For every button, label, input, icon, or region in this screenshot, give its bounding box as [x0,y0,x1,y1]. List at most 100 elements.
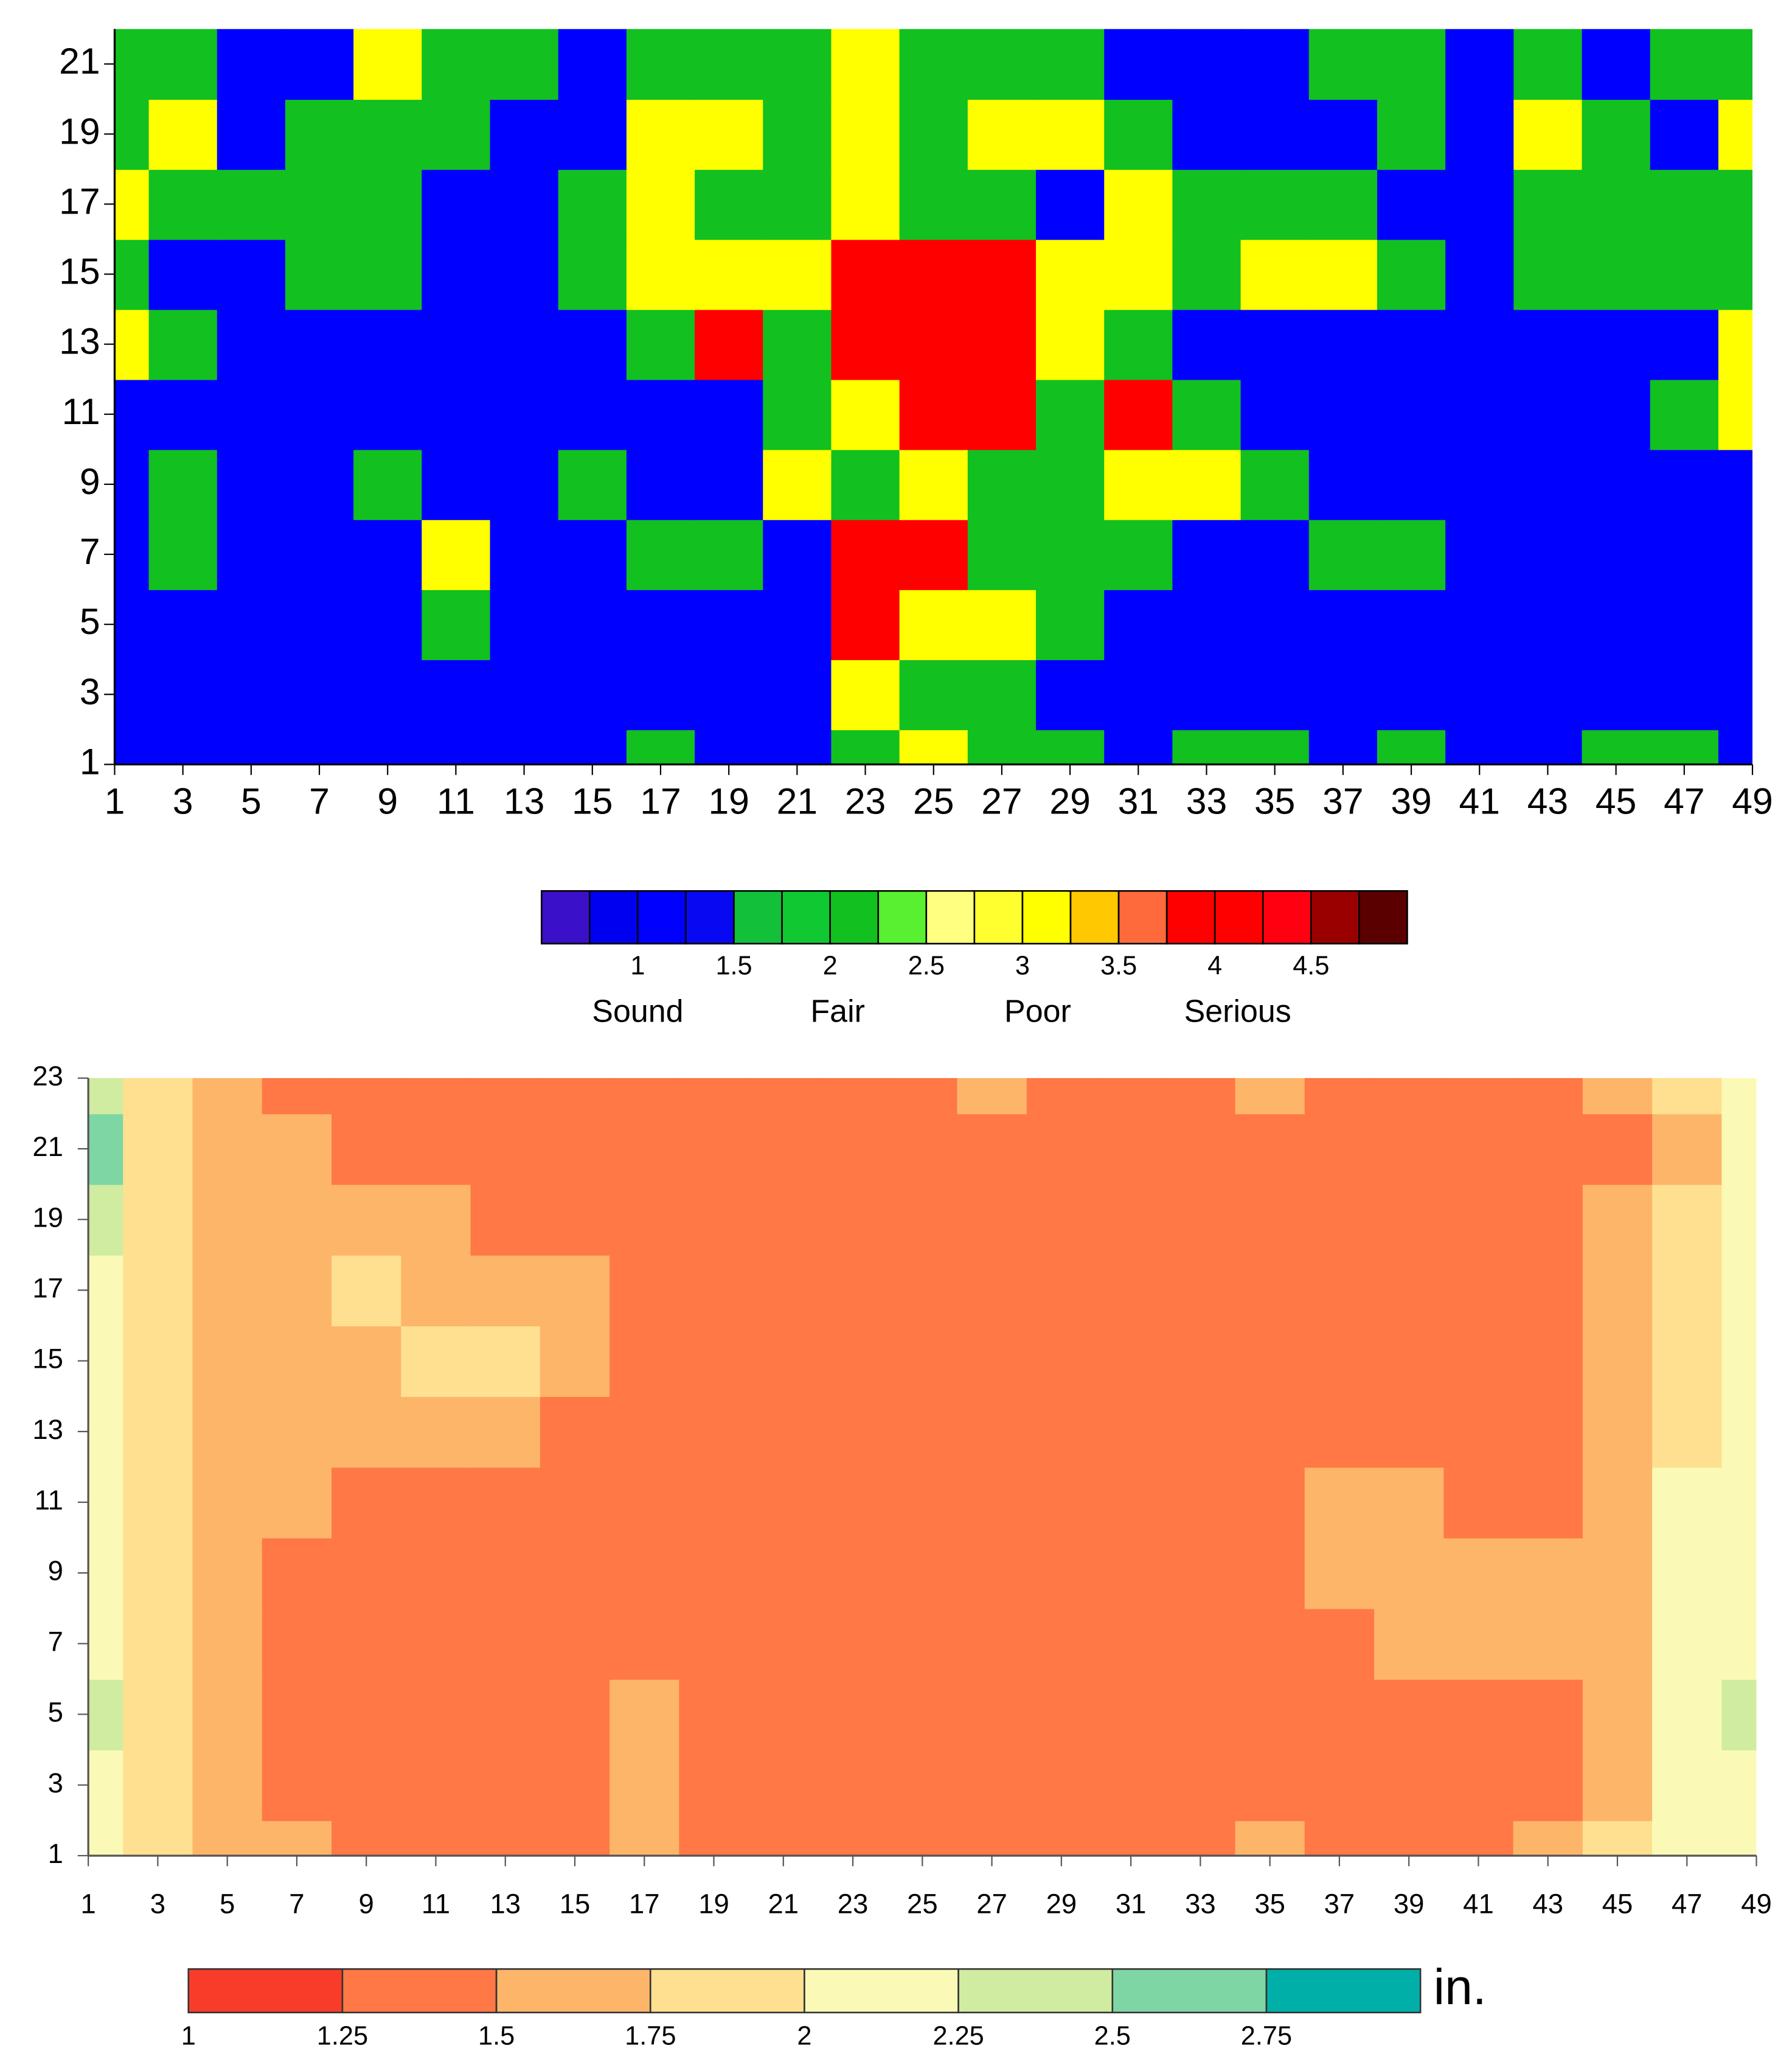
contour-cell [1240,519,1310,590]
contour-cell [262,1749,333,1822]
contour-cell [1582,1184,1653,1256]
contour-cell [1165,1466,1236,1539]
contour-cell [470,1078,541,1115]
contour-cell [470,1466,541,1539]
colorbar-swatch [1165,890,1216,945]
contour-cell [262,1466,333,1539]
contour-cell [490,659,559,731]
contour-cell [679,1396,749,1468]
y-tick-label: 1 [48,1838,63,1869]
contour-cell [626,589,696,661]
contour-cell [609,1466,680,1539]
contour-cell [422,729,491,765]
plot-area [88,1078,1757,1856]
colorbar-tick-label: 1.5 [715,951,752,980]
contour-cell [899,29,969,100]
contour-cell [558,239,628,310]
colorbar-swatch [1265,1968,1422,2014]
contour-cell [1513,1184,1584,1256]
contour-cell [217,449,287,520]
colorbar-swatch [925,890,976,945]
colorbar-category: Sound [592,994,683,1029]
contour-cell [285,449,355,520]
contour-cell [192,1749,263,1822]
contour-cell [470,1749,541,1822]
contour-cell [763,519,832,590]
contour-cell [123,1820,193,1856]
contour-cell [490,449,559,520]
contour-cell [957,1820,1028,1856]
y-tick-label: 13 [32,1414,63,1445]
contour-cell [1026,1325,1097,1398]
contour-cell [957,1608,1028,1680]
contour-cell [422,449,491,520]
colorbar-category: Fair [810,994,865,1029]
contour-cell [1650,169,1720,240]
contour-cell [1096,1113,1167,1185]
contour-cell [1308,519,1378,590]
contour-cell [1374,1679,1445,1750]
contour-cell [1650,449,1720,520]
contour-cell [887,1078,958,1115]
x-tick-label: 15 [572,780,613,821]
contour-cell [1374,1255,1445,1326]
contour-cell [88,1820,124,1856]
contour-cell [123,1184,193,1256]
contour-cell [763,379,832,450]
contour-cell [1304,1113,1375,1185]
contour-cell [1445,29,1515,100]
contour-cell [957,1466,1028,1539]
y-tick-label: 9 [80,461,100,502]
contour-cell [1443,1820,1514,1856]
contour-cell [1582,659,1651,731]
contour-cell [540,1255,611,1326]
contour-cell [1721,1820,1757,1856]
contour-cell [1650,29,1720,100]
contour-cell [422,239,491,310]
contour-cell [748,1255,819,1326]
x-tick-label: 31 [1118,780,1159,821]
contour-cell [88,1255,124,1326]
contour-cell [1026,1820,1097,1856]
contour-cell [123,1679,193,1750]
contour-cell [558,589,628,661]
contour-cell [1165,1255,1236,1326]
contour-cell [490,729,559,765]
colorbar-category: Serious [1184,994,1291,1029]
contour-cell [1172,449,1242,520]
contour-cell [1096,1325,1167,1398]
colorbar-tick-label: 2.75 [1241,2021,1292,2050]
contour-cell [1582,519,1651,590]
contour-cell [1718,239,1753,310]
contour-cell [470,1184,541,1256]
contour-cell [114,99,150,170]
contour-cell [558,519,628,590]
contour-cell [192,1537,263,1609]
contour-cell [123,1255,193,1326]
contour-cell [1582,169,1651,240]
contour-cell [957,1255,1028,1326]
contour-cell [818,1608,889,1680]
contour-cell [1513,449,1583,520]
contour-cell [609,1078,680,1115]
contour-cell [1096,1184,1167,1256]
contour-cell [1308,449,1378,520]
x-tick-label: 29 [1049,780,1090,821]
colorbar-swatch [1069,890,1120,945]
contour-cell [1513,659,1583,731]
x-tick-label: 39 [1391,780,1431,821]
contour-cell [967,589,1037,661]
contour-cell [1096,1255,1167,1326]
contour-cell [1513,99,1583,170]
contour-cell [1445,239,1515,310]
y-tick-label: 5 [48,1697,63,1728]
contour-cell [1104,729,1173,765]
contour-cell [401,1113,471,1185]
contour-cell [1374,1184,1445,1256]
contour-cell [353,29,423,100]
contour-cell [626,729,696,765]
x-tick-label: 1 [105,780,125,821]
contour-cell [609,1820,680,1856]
contour-cell [1445,169,1515,240]
contour-cell [887,1608,958,1680]
